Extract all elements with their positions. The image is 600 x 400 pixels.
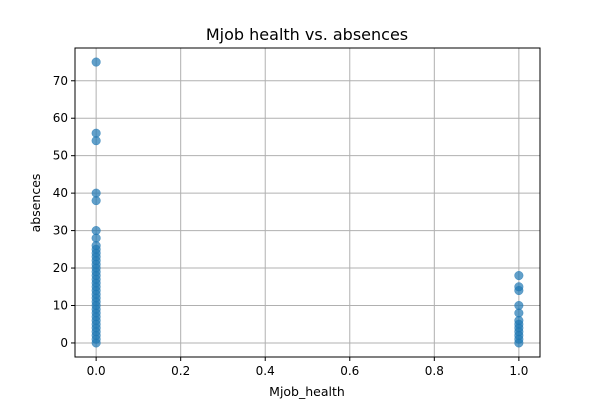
y-tick-label: 10 <box>53 299 68 313</box>
y-tick-label: 50 <box>53 149 68 163</box>
x-tick-label: 1.0 <box>509 364 528 378</box>
y-tick-label: 30 <box>53 224 68 238</box>
scatter-point <box>514 270 524 281</box>
y-tick-label: 0 <box>60 336 68 350</box>
grid <box>75 48 540 357</box>
data-points <box>91 57 524 348</box>
y-axis-label: absences <box>28 174 43 233</box>
chart-title: Mjob health vs. absences <box>206 25 408 44</box>
scatter-point <box>91 57 101 67</box>
axis-ticks: 0.0 0.2 0.4 0.6 0.8 1.0 0 10 20 30 40 50 60 70 <box>53 74 529 378</box>
scatter-point <box>514 300 524 311</box>
y-tick-label: 70 <box>53 74 68 88</box>
x-axis-label: Mjob_health <box>269 384 345 399</box>
scatter-point <box>514 282 524 292</box>
y-tick-label: 60 <box>53 111 68 125</box>
scatter-point <box>91 226 101 236</box>
x-tick-label: 0.4 <box>256 364 275 378</box>
scatter-point <box>91 188 101 198</box>
x-tick-label: 0.0 <box>87 364 106 378</box>
scatter-point <box>91 128 101 138</box>
x-tick-label: 0.2 <box>171 364 190 378</box>
y-tick-label: 20 <box>53 261 68 275</box>
plot-frame <box>74 47 541 358</box>
y-tick-label: 40 <box>53 186 68 200</box>
x-tick-label: 0.8 <box>425 364 444 378</box>
x-tick-label: 0.6 <box>340 364 359 378</box>
